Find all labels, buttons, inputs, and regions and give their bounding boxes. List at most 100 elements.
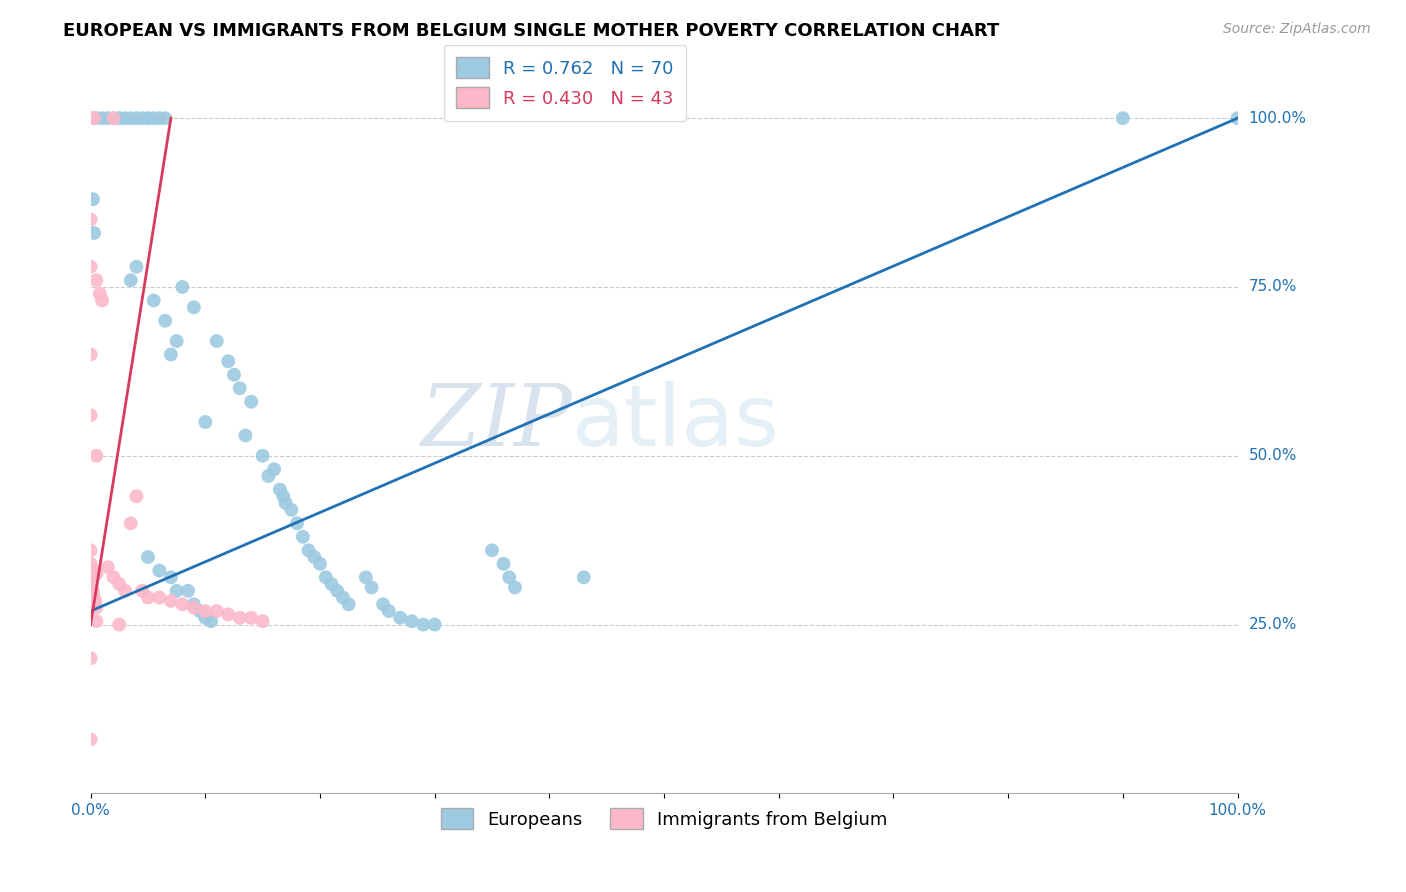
Point bbox=[83, 226, 105, 240]
Point bbox=[183, 597, 205, 611]
Text: 75.0%: 75.0% bbox=[1249, 279, 1296, 294]
Text: Source: ZipAtlas.com: Source: ZipAtlas.com bbox=[1223, 22, 1371, 37]
Point bbox=[79, 557, 101, 571]
Point bbox=[1226, 112, 1249, 126]
Point bbox=[97, 560, 120, 574]
Point bbox=[148, 564, 170, 578]
Point bbox=[412, 617, 434, 632]
Point bbox=[136, 112, 159, 126]
Point bbox=[354, 570, 377, 584]
Point bbox=[332, 591, 354, 605]
Point bbox=[177, 583, 200, 598]
Text: atlas: atlas bbox=[572, 381, 780, 464]
Point bbox=[166, 583, 188, 598]
Point bbox=[222, 368, 245, 382]
Point bbox=[86, 566, 108, 581]
Point bbox=[423, 617, 446, 632]
Point bbox=[103, 112, 125, 126]
Point bbox=[228, 611, 250, 625]
Point bbox=[131, 583, 153, 598]
Point bbox=[217, 607, 239, 622]
Point bbox=[194, 611, 217, 625]
Point bbox=[389, 611, 412, 625]
Legend: Europeans, Immigrants from Belgium: Europeans, Immigrants from Belgium bbox=[433, 801, 894, 837]
Point bbox=[153, 112, 176, 126]
Point bbox=[125, 489, 148, 503]
Point bbox=[79, 570, 101, 584]
Point bbox=[80, 577, 103, 591]
Point bbox=[79, 112, 101, 126]
Point bbox=[86, 600, 108, 615]
Point bbox=[321, 577, 343, 591]
Text: EUROPEAN VS IMMIGRANTS FROM BELGIUM SINGLE MOTHER POVERTY CORRELATION CHART: EUROPEAN VS IMMIGRANTS FROM BELGIUM SING… bbox=[63, 22, 1000, 40]
Point bbox=[86, 112, 108, 126]
Point bbox=[183, 300, 205, 314]
Point bbox=[280, 503, 302, 517]
Point bbox=[205, 334, 228, 348]
Point bbox=[86, 614, 108, 628]
Point bbox=[228, 381, 250, 395]
Point bbox=[79, 212, 101, 227]
Point bbox=[492, 557, 515, 571]
Point bbox=[83, 564, 105, 578]
Point bbox=[572, 570, 595, 584]
Point bbox=[153, 314, 176, 328]
Point bbox=[79, 543, 101, 558]
Point bbox=[194, 415, 217, 429]
Point bbox=[108, 617, 131, 632]
Point bbox=[91, 112, 114, 126]
Point bbox=[83, 591, 105, 605]
Point bbox=[97, 112, 120, 126]
Point bbox=[315, 570, 337, 584]
Point bbox=[481, 543, 503, 558]
Point bbox=[371, 597, 394, 611]
Point bbox=[240, 611, 263, 625]
Text: ZIP: ZIP bbox=[420, 381, 572, 463]
Point bbox=[79, 409, 101, 423]
Point bbox=[136, 591, 159, 605]
Point bbox=[120, 273, 142, 287]
Point bbox=[269, 483, 291, 497]
Point bbox=[285, 516, 308, 531]
Point bbox=[326, 583, 349, 598]
Point bbox=[91, 293, 114, 308]
Point bbox=[84, 594, 107, 608]
Point bbox=[79, 347, 101, 361]
Point bbox=[263, 462, 285, 476]
Point bbox=[79, 651, 101, 665]
Point bbox=[337, 597, 360, 611]
Point bbox=[89, 286, 111, 301]
Point bbox=[86, 273, 108, 287]
Point bbox=[304, 549, 326, 564]
Point bbox=[200, 614, 222, 628]
Point bbox=[166, 334, 188, 348]
Point bbox=[79, 260, 101, 274]
Point bbox=[205, 604, 228, 618]
Point bbox=[131, 112, 153, 126]
Point bbox=[83, 112, 105, 126]
Text: 25.0%: 25.0% bbox=[1249, 617, 1296, 632]
Point bbox=[271, 489, 294, 503]
Point bbox=[148, 112, 170, 126]
Point bbox=[160, 347, 183, 361]
Point bbox=[188, 604, 211, 618]
Point bbox=[172, 280, 194, 294]
Point bbox=[114, 583, 136, 598]
Point bbox=[401, 614, 423, 628]
Point bbox=[125, 260, 148, 274]
Point bbox=[160, 570, 183, 584]
Point bbox=[82, 583, 104, 598]
Point bbox=[309, 557, 332, 571]
Point bbox=[252, 449, 274, 463]
Point bbox=[103, 570, 125, 584]
Point bbox=[125, 112, 148, 126]
Point bbox=[148, 591, 170, 605]
Point bbox=[82, 192, 104, 206]
Point bbox=[503, 581, 526, 595]
Text: 100.0%: 100.0% bbox=[1249, 111, 1306, 126]
Point bbox=[142, 112, 165, 126]
Point bbox=[252, 614, 274, 628]
Point bbox=[103, 112, 125, 126]
Point bbox=[1112, 112, 1135, 126]
Point bbox=[194, 604, 217, 618]
